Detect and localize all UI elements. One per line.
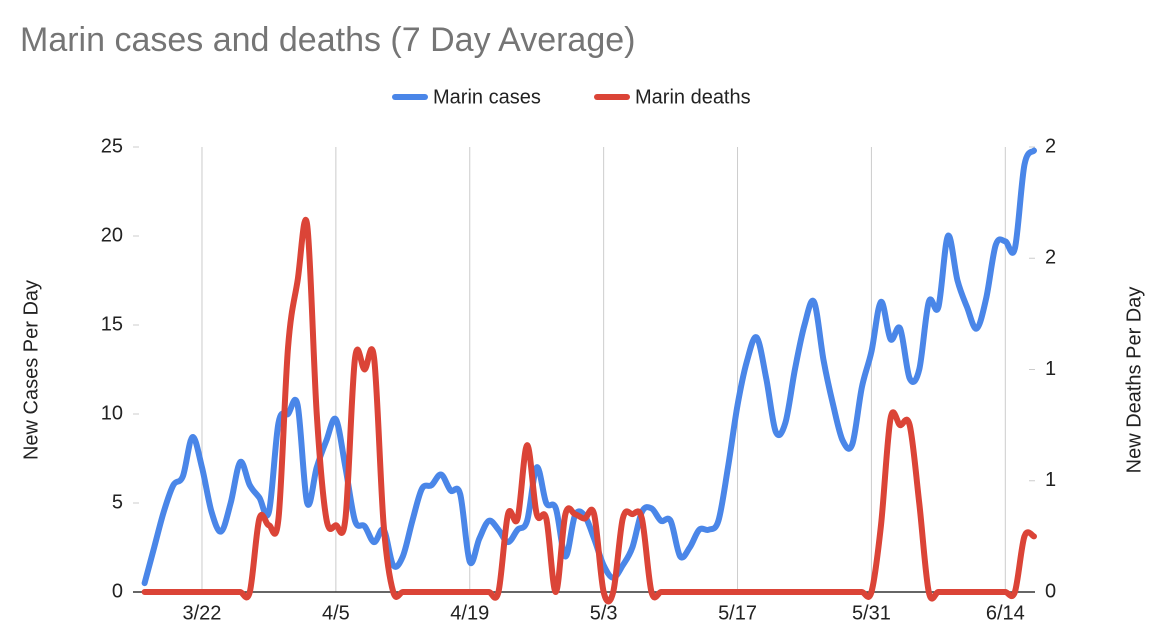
- chart-title: Marin cases and deaths (7 Day Average): [20, 21, 636, 59]
- y2-tick-label: 1: [1045, 469, 1056, 491]
- series-line: [141, 216, 1037, 605]
- x-tick-label: 3/22: [183, 602, 222, 624]
- y-tick-label: 15: [101, 313, 123, 335]
- series-line: [141, 147, 1037, 587]
- y2-tick-label: 1: [1045, 358, 1056, 380]
- y-tick-label: 25: [101, 135, 123, 157]
- x-tick-label: 6/14: [986, 602, 1025, 624]
- y-tick-label: 5: [112, 491, 123, 513]
- y-tick-label: 10: [101, 402, 123, 424]
- legend-label: Marin cases: [433, 86, 541, 108]
- x-tick-label: 5/31: [852, 602, 891, 624]
- x-tick-label: 5/17: [718, 602, 757, 624]
- y-tick-label: 0: [112, 580, 123, 602]
- x-tick-label: 4/5: [322, 602, 350, 624]
- x-tick-label: 4/19: [450, 602, 489, 624]
- y2-tick-label: 2: [1045, 247, 1056, 269]
- y2-tick-label: 0: [1045, 580, 1056, 602]
- x-tick-label: 5/3: [590, 602, 618, 624]
- y2-tick-label: 2: [1045, 135, 1056, 157]
- legend-label: Marin deaths: [635, 86, 751, 108]
- y-tick-label: 20: [101, 224, 123, 246]
- y2-axis-label: New Deaths Per Day: [1123, 287, 1145, 474]
- y-axis-label: New Cases Per Day: [20, 280, 42, 460]
